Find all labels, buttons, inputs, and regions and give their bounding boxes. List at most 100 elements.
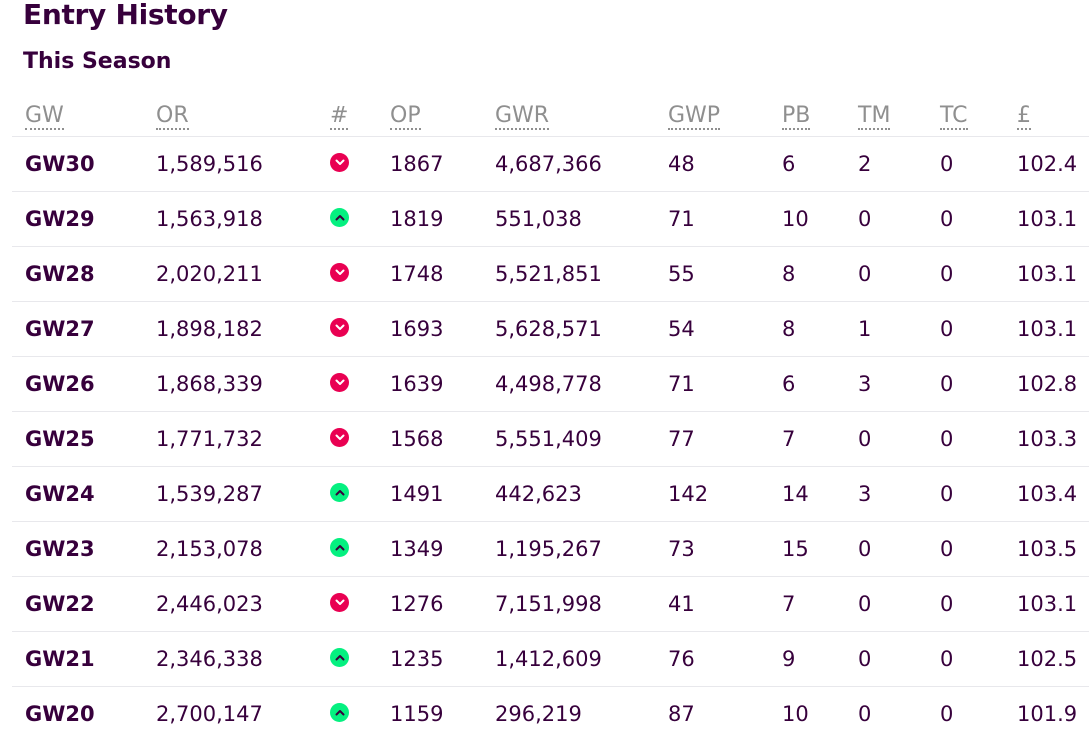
overall-points-cell: 1639 xyxy=(390,371,444,396)
transfers-cost-cell: 0 xyxy=(940,646,954,671)
transfers-cost-cell: 0 xyxy=(940,426,954,451)
gameweek-cell: GW22 xyxy=(25,591,95,616)
overall-points-cell: 1568 xyxy=(390,426,444,451)
table-row: GW28 2,020,211 1748 5,521,851 55 8 0 0 103.1 xyxy=(12,246,1089,301)
header-op-label[interactable]: OP xyxy=(390,102,421,130)
gameweek-rank-cell: 7,151,998 xyxy=(495,591,602,616)
rank-up-icon xyxy=(330,208,349,227)
overall-points-cell: 1819 xyxy=(390,206,444,231)
rank-movement-cell xyxy=(330,301,390,356)
team-value-cell: 103.1 xyxy=(1017,261,1078,286)
header-tc-label[interactable]: TC xyxy=(940,102,968,130)
overall-points-cell: 1693 xyxy=(390,316,444,341)
gameweek-cell: GW25 xyxy=(25,426,95,451)
header-or-label[interactable]: OR xyxy=(156,102,189,130)
overall-rank-cell: 2,446,023 xyxy=(156,591,263,616)
table-header: GW OR # OP GWR GWP PB TM TC £ xyxy=(12,91,1089,136)
table-row: GW27 1,898,182 1693 5,628,571 54 8 1 0 103.1 xyxy=(12,301,1089,356)
transfers-made-cell: 0 xyxy=(858,591,872,616)
overall-points-cell: 1867 xyxy=(390,151,444,176)
table-row: GW26 1,868,339 1639 4,498,778 71 6 3 0 102.8 xyxy=(12,356,1089,411)
rank-down-icon xyxy=(330,593,349,612)
header-overall-rank: OR xyxy=(156,91,330,136)
gameweek-rank-cell: 296,219 xyxy=(495,701,582,726)
points-on-bench-cell: 7 xyxy=(782,591,796,616)
rank-movement-cell xyxy=(330,356,390,411)
overall-rank-cell: 1,868,339 xyxy=(156,371,263,396)
rank-up-icon xyxy=(330,483,349,502)
header-movement-label[interactable]: # xyxy=(330,102,349,130)
gameweek-rank-cell: 442,623 xyxy=(495,481,582,506)
gameweek-points-cell: 48 xyxy=(668,151,695,176)
table-row: GW23 2,153,078 1349 1,195,267 73 15 0 0 103.5 xyxy=(12,521,1089,576)
transfers-cost-cell: 0 xyxy=(940,371,954,396)
transfers-made-cell: 0 xyxy=(858,206,872,231)
gameweek-points-cell: 87 xyxy=(668,701,695,726)
points-on-bench-cell: 15 xyxy=(782,536,809,561)
table-row: GW24 1,539,287 1491 442,623 142 14 3 0 103.4 xyxy=(12,466,1089,521)
gameweek-points-cell: 54 xyxy=(668,316,695,341)
transfers-cost-cell: 0 xyxy=(940,316,954,341)
overall-rank-cell: 1,771,732 xyxy=(156,426,263,451)
points-on-bench-cell: 8 xyxy=(782,261,796,286)
gameweek-points-cell: 71 xyxy=(668,206,695,231)
rank-movement-cell xyxy=(330,191,390,246)
gameweek-rank-cell: 5,628,571 xyxy=(495,316,602,341)
gameweek-cell: GW23 xyxy=(25,536,95,561)
header-tm-label[interactable]: TM xyxy=(858,102,891,130)
gameweek-rank-cell: 551,038 xyxy=(495,206,582,231)
team-value-cell: 103.1 xyxy=(1017,316,1078,341)
transfers-cost-cell: 0 xyxy=(940,536,954,561)
header-pb-label[interactable]: PB xyxy=(782,102,811,130)
gameweek-cell: GW20 xyxy=(25,701,95,726)
gameweek-cell: GW28 xyxy=(25,261,95,286)
transfers-cost-cell: 0 xyxy=(940,151,954,176)
transfers-made-cell: 0 xyxy=(858,536,872,561)
header-gw: GW xyxy=(12,91,156,136)
transfers-made-cell: 3 xyxy=(858,481,872,506)
gameweek-cell: GW30 xyxy=(25,151,95,176)
rank-down-icon xyxy=(330,428,349,447)
overall-rank-cell: 2,153,078 xyxy=(156,536,263,561)
table-row: GW29 1,563,918 1819 551,038 71 10 0 0 103.1 xyxy=(12,191,1089,246)
header-gw-label[interactable]: GW xyxy=(25,102,64,130)
header-value-label[interactable]: £ xyxy=(1017,102,1031,130)
gameweek-rank-cell: 4,687,366 xyxy=(495,151,602,176)
section-title: This Season xyxy=(23,49,172,74)
points-on-bench-cell: 6 xyxy=(782,151,796,176)
header-gameweek-points: GWP xyxy=(668,91,782,136)
overall-rank-cell: 2,700,147 xyxy=(156,701,263,726)
gameweek-cell: GW21 xyxy=(25,646,95,671)
transfers-cost-cell: 0 xyxy=(940,206,954,231)
gameweek-points-cell: 55 xyxy=(668,261,695,286)
table-body: GW30 1,589,516 1867 4,687,366 48 6 2 0 102.4 GW29… xyxy=(12,136,1089,741)
gameweek-rank-cell: 5,521,851 xyxy=(495,261,602,286)
overall-points-cell: 1491 xyxy=(390,481,444,506)
rank-movement-cell xyxy=(330,521,390,576)
points-on-bench-cell: 10 xyxy=(782,206,809,231)
points-on-bench-cell: 6 xyxy=(782,371,796,396)
transfers-made-cell: 2 xyxy=(858,151,872,176)
header-points-on-bench: PB xyxy=(782,91,858,136)
rank-movement-cell xyxy=(330,411,390,466)
header-team-value: £ xyxy=(1017,91,1089,136)
team-value-cell: 101.9 xyxy=(1017,701,1078,726)
rank-down-icon xyxy=(330,263,349,282)
gameweek-points-cell: 41 xyxy=(668,591,695,616)
table-row: GW22 2,446,023 1276 7,151,998 41 7 0 0 103.1 xyxy=(12,576,1089,631)
team-value-cell: 103.4 xyxy=(1017,481,1078,506)
points-on-bench-cell: 14 xyxy=(782,481,809,506)
transfers-made-cell: 0 xyxy=(858,701,872,726)
gameweek-points-cell: 73 xyxy=(668,536,695,561)
team-value-cell: 103.3 xyxy=(1017,426,1078,451)
header-gwp-label[interactable]: GWP xyxy=(668,102,721,130)
transfers-made-cell: 1 xyxy=(858,316,872,341)
gameweek-rank-cell: 5,551,409 xyxy=(495,426,602,451)
header-transfers-cost: TC xyxy=(940,91,1017,136)
gameweek-cell: GW27 xyxy=(25,316,95,341)
rank-down-icon xyxy=(330,373,349,392)
header-gwr-label[interactable]: GWR xyxy=(495,102,550,130)
points-on-bench-cell: 10 xyxy=(782,701,809,726)
overall-points-cell: 1235 xyxy=(390,646,444,671)
team-value-cell: 102.5 xyxy=(1017,646,1078,671)
